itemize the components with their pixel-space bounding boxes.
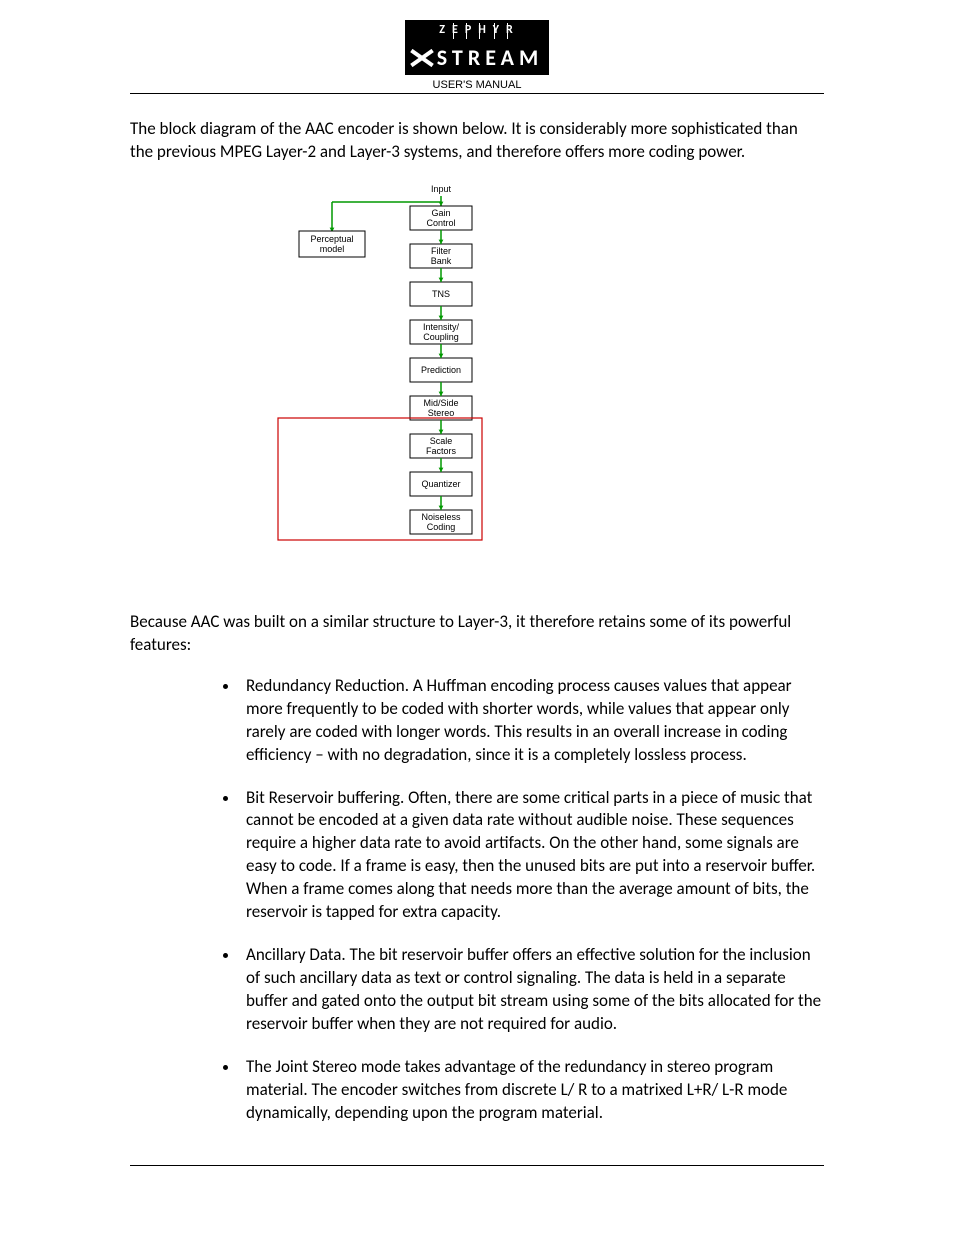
svg-text:TNS: TNS xyxy=(432,289,450,299)
svg-text:Mid/SideStereo: Mid/SideStereo xyxy=(423,398,458,418)
svg-text:Quantizer: Quantizer xyxy=(421,479,460,489)
feature-bullet-item: The Joint Stereo mode takes advantage of… xyxy=(240,1056,824,1125)
footer-rule xyxy=(130,1165,824,1166)
manual-label: USER'S MANUAL xyxy=(130,79,824,91)
aac-encoder-block-diagram: InputPerceptualmodelGainControlFilterBan… xyxy=(130,182,824,587)
svg-text:Intensity/Coupling: Intensity/Coupling xyxy=(423,322,460,342)
page-header: ZEPHYR STREAM USER'S MANUAL xyxy=(130,20,824,94)
feature-bullet-item: Redundancy Reduction. A Huffman encoding… xyxy=(240,675,824,767)
svg-text:Input: Input xyxy=(431,184,452,194)
svg-text:FilterBank: FilterBank xyxy=(431,246,452,266)
intro-paragraph-1: The block diagram of the AAC encoder is … xyxy=(130,118,824,164)
feature-bullet-item: Bit Reservoir buffering. Often, there ar… xyxy=(240,787,824,925)
feature-bullet-list: Redundancy Reduction. A Huffman encoding… xyxy=(240,675,824,1125)
intro-paragraph-2: Because AAC was built on a similar struc… xyxy=(130,611,824,657)
svg-text:ScaleFactors: ScaleFactors xyxy=(426,436,457,456)
x-icon xyxy=(411,47,433,69)
svg-text:NoiselessCoding: NoiselessCoding xyxy=(421,512,461,532)
svg-text:Prediction: Prediction xyxy=(421,365,461,375)
feature-bullet-item: Ancillary Data. The bit reservoir buffer… xyxy=(240,944,824,1036)
zephyr-xstream-logo: ZEPHYR STREAM xyxy=(405,20,549,75)
logo-top-text: ZEPHYR xyxy=(405,20,549,42)
logo-bottom-text: STREAM xyxy=(405,42,549,75)
